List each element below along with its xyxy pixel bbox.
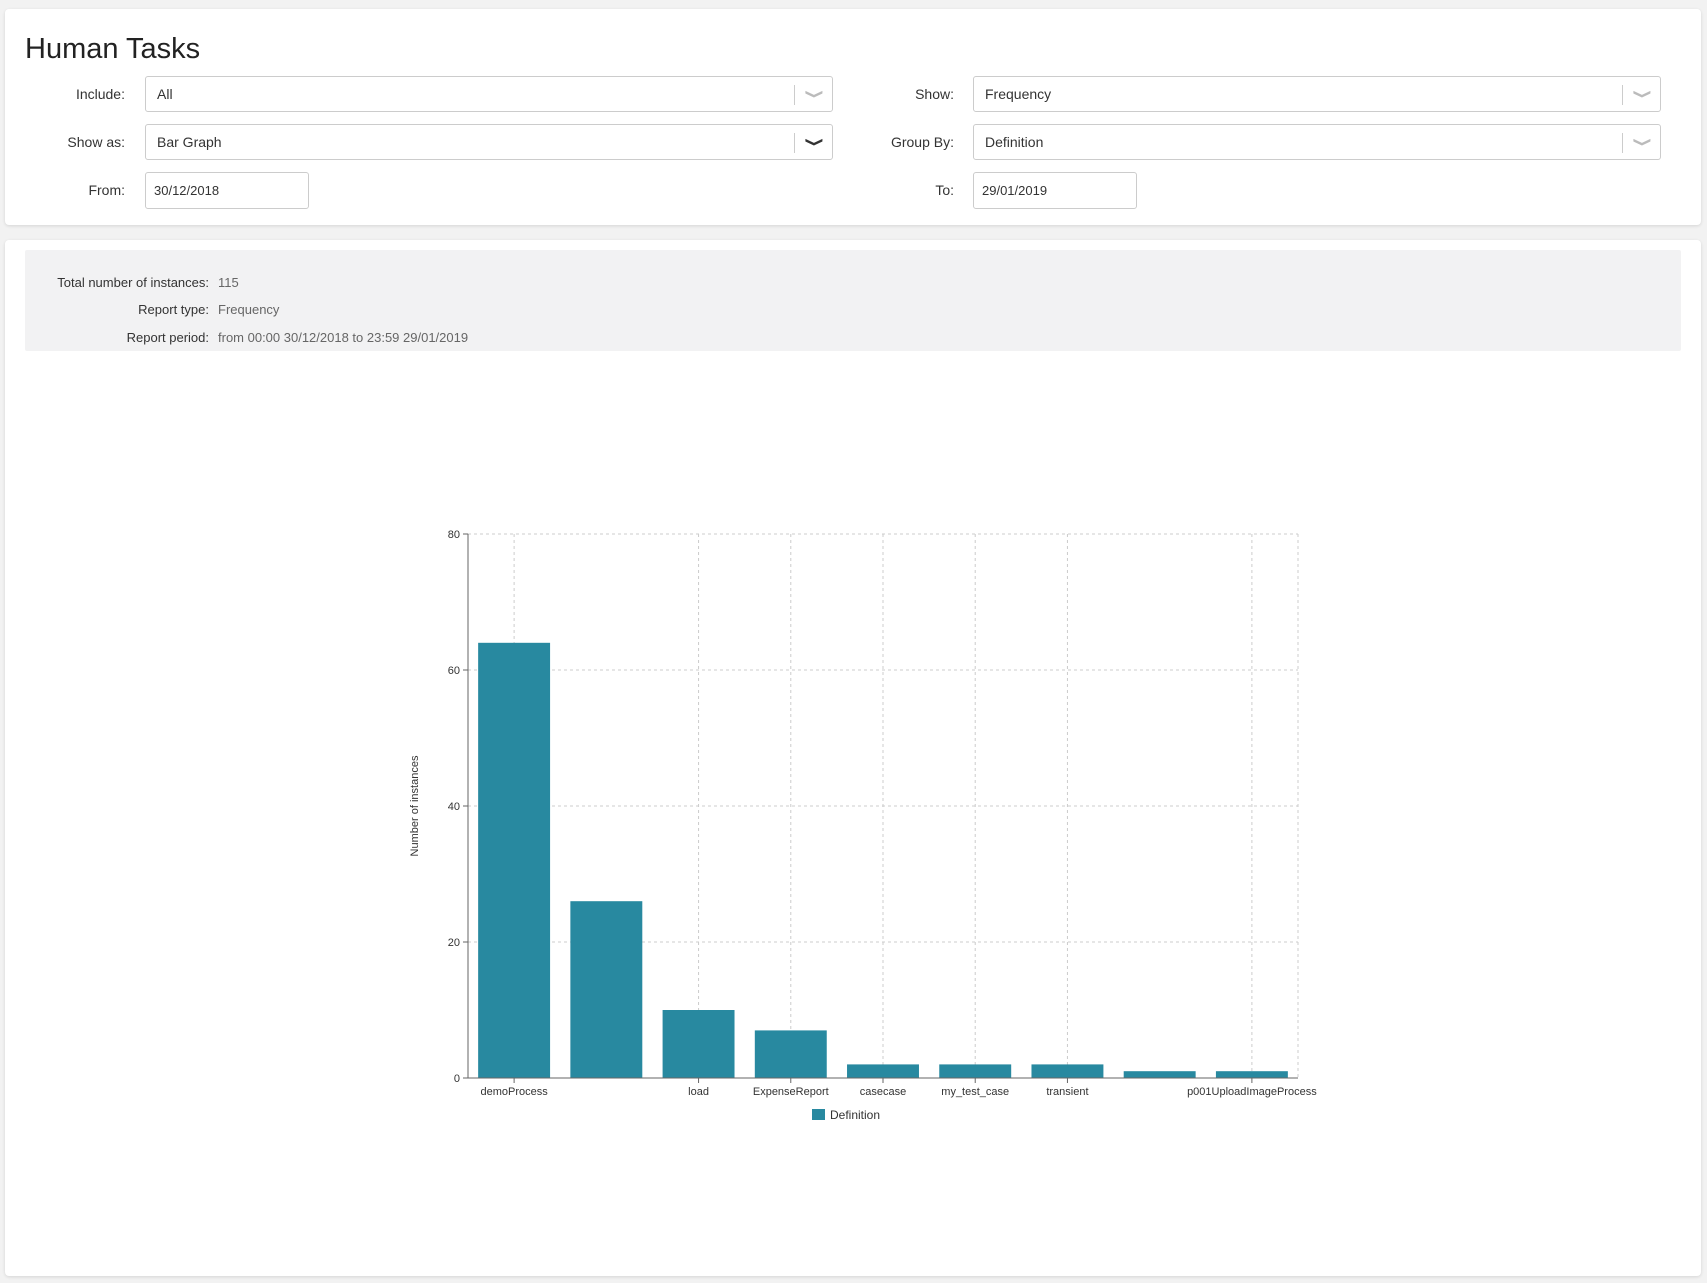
filter-panel: Human Tasks Include: All ❯ Show: Frequenc… bbox=[5, 9, 1701, 225]
bar bbox=[1215, 1071, 1288, 1078]
x-tick-label: ExpenseReport bbox=[753, 1086, 829, 1098]
x-tick-label: demoProcess bbox=[480, 1086, 548, 1098]
chevron-down-icon: ❯ bbox=[1633, 136, 1653, 148]
total-label: Total number of instances: bbox=[57, 275, 209, 290]
report-panel: Total number of instances: 115 Report ty… bbox=[5, 240, 1701, 1276]
show-select[interactable]: Frequency ❯ bbox=[973, 76, 1661, 112]
y-tick-label: 20 bbox=[448, 937, 460, 949]
group-by-select[interactable]: Definition ❯ bbox=[973, 124, 1661, 160]
show-value: Frequency bbox=[985, 86, 1052, 102]
show-as-label: Show as: bbox=[67, 134, 125, 150]
y-tick-label: 60 bbox=[448, 665, 460, 677]
report-type-label: Report type: bbox=[138, 302, 209, 317]
report-period-value: from 00:00 30/12/2018 to 23:59 29/01/201… bbox=[218, 330, 469, 345]
include-value: All bbox=[157, 86, 173, 102]
bar bbox=[939, 1064, 1012, 1078]
report-type-value: Frequency bbox=[218, 302, 280, 317]
y-tick-label: 80 bbox=[448, 529, 460, 541]
bar-chart: 0 20 40 60 80 demoProcess load ExpenseReport cas… bbox=[409, 529, 1317, 1122]
y-axis-label: Number of instances bbox=[409, 755, 421, 856]
bar bbox=[847, 1064, 919, 1078]
to-label: To: bbox=[935, 182, 954, 198]
y-tick-label: 40 bbox=[448, 801, 460, 813]
x-tick-label: p001UploadImageProcess bbox=[1187, 1086, 1317, 1098]
group-by-label: Group By: bbox=[890, 134, 954, 150]
show-label: Show: bbox=[915, 86, 954, 102]
show-as-value: Bar Graph bbox=[157, 134, 222, 150]
x-tick-label: transient bbox=[1046, 1086, 1088, 1098]
page-title: Human Tasks bbox=[25, 33, 201, 65]
chevron-down-icon: ❯ bbox=[1633, 88, 1653, 100]
bar bbox=[1031, 1064, 1104, 1078]
bar bbox=[1123, 1071, 1196, 1078]
report-period-label: Report period: bbox=[126, 330, 209, 345]
to-date-input[interactable]: 29/01/2019 bbox=[973, 172, 1137, 209]
bar bbox=[754, 1030, 827, 1078]
bar bbox=[570, 901, 643, 1078]
x-tick-label: my_test_case bbox=[941, 1086, 1009, 1098]
include-label: Include: bbox=[75, 86, 125, 102]
group-by-value: Definition bbox=[985, 134, 1044, 150]
legend-label[interactable]: Definition bbox=[830, 1108, 880, 1122]
bar bbox=[662, 1010, 735, 1078]
x-tick-label: casecase bbox=[860, 1086, 906, 1098]
from-date-input[interactable]: 30/12/2018 bbox=[145, 172, 309, 209]
legend-swatch bbox=[812, 1109, 825, 1120]
x-tick-label: load bbox=[688, 1086, 709, 1098]
bar bbox=[478, 642, 551, 1078]
total-value: 115 bbox=[218, 275, 239, 290]
include-select[interactable]: All ❯ bbox=[145, 76, 833, 112]
show-as-select[interactable]: Bar Graph ❯ bbox=[145, 124, 833, 160]
from-label: From: bbox=[88, 182, 125, 198]
report-summary: Total number of instances: 115 Report ty… bbox=[25, 250, 1681, 351]
y-tick-label: 0 bbox=[454, 1073, 460, 1085]
